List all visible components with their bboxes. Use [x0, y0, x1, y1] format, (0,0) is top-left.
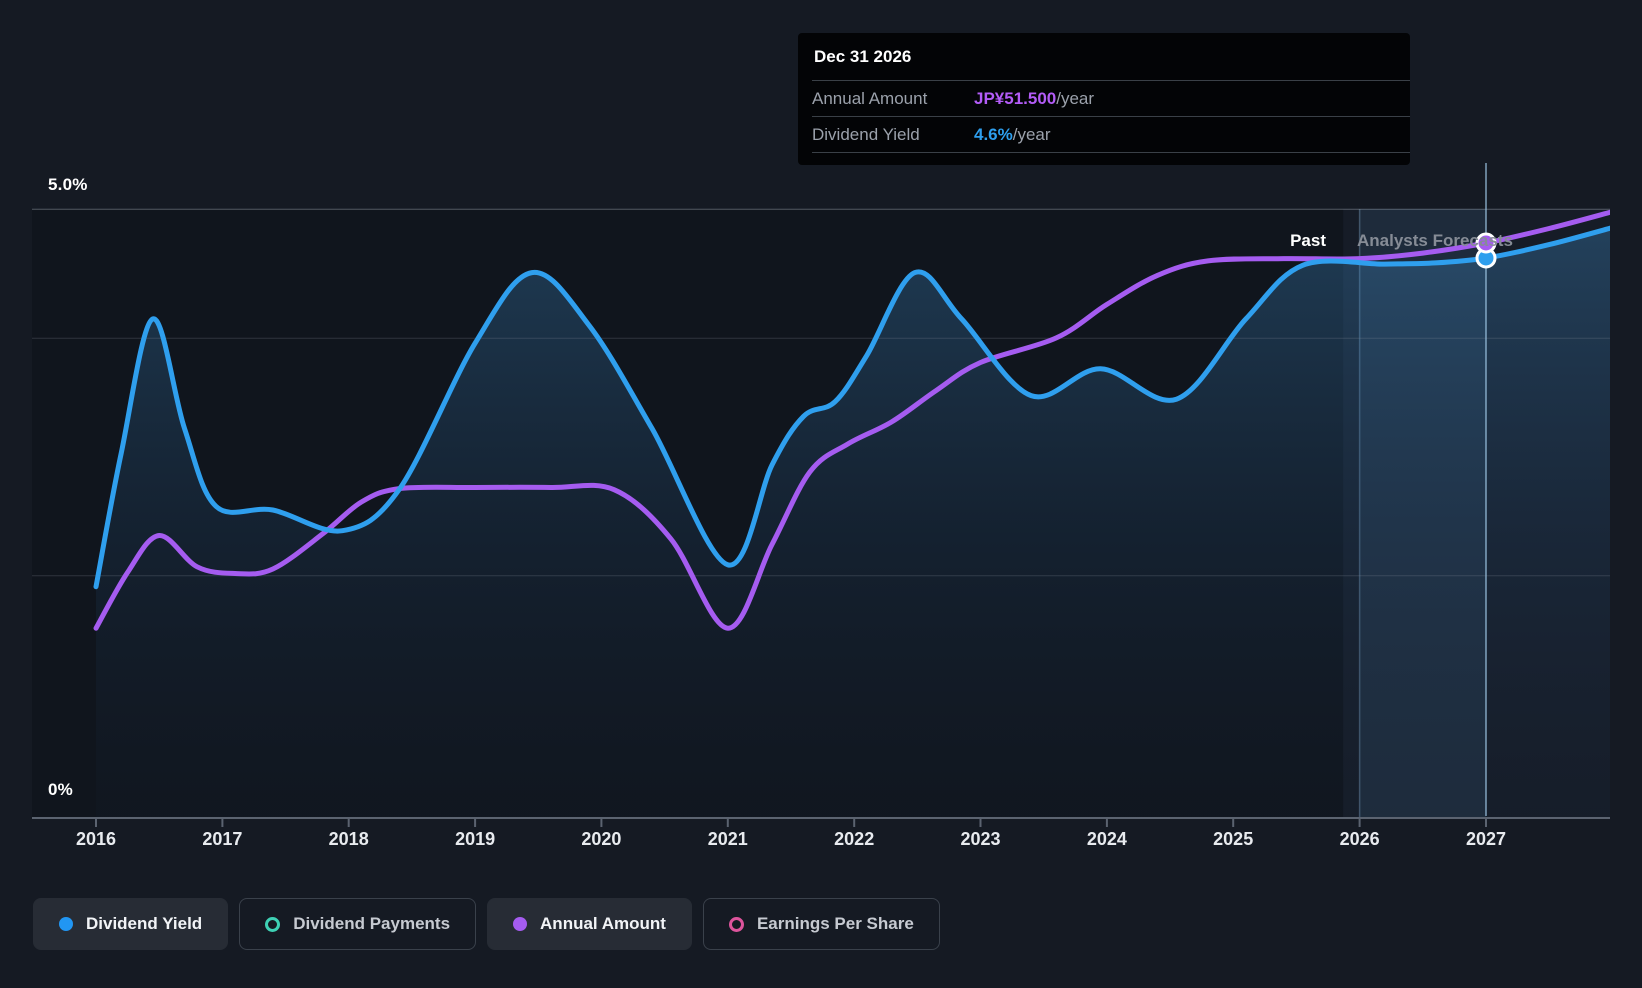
legend-button-dividend-yield[interactable]: Dividend Yield — [33, 898, 229, 950]
chart-tooltip: Dec 31 2026 Annual Amount JP¥51.500 /yea… — [798, 33, 1410, 165]
dividend-yield-dot-icon — [59, 917, 73, 931]
x-axis-label-2018: 2018 — [328, 829, 369, 849]
x-axis-label-2016: 2016 — [75, 829, 117, 849]
dividend-yield-area-fill — [96, 228, 1610, 818]
legend: Dividend Yield Dividend Payments Annual … — [33, 898, 940, 950]
x-axis-label-2027: 2027 — [1465, 829, 1507, 849]
legend-label: Dividend Yield — [86, 914, 203, 933]
x-axis-ticks — [95, 819, 1487, 827]
analysts-forecasts-label: Analysts Forecasts — [1357, 231, 1513, 250]
legend-label: Annual Amount — [540, 914, 666, 933]
tooltip-label: Dividend Yield — [812, 124, 920, 144]
legend-button-earnings-per-share[interactable]: Earnings Per Share — [702, 898, 940, 950]
legend-button-dividend-payments[interactable]: Dividend Payments — [239, 898, 477, 950]
legend-label: Earnings Per Share — [756, 914, 914, 933]
tooltip-suffix: /year — [1056, 88, 1095, 108]
x-axis-label-2022: 2022 — [834, 829, 875, 849]
x-axis-labels: 2016 2017 2018 2019 2020 2021 2022 2023 2024 2025… — [0, 829, 1642, 853]
y-axis-label-max: 5.0% — [48, 175, 88, 194]
tooltip-date: Dec 31 2026 — [814, 47, 912, 66]
x-axis-label-2020: 2020 — [581, 829, 622, 849]
legend-label: Dividend Payments — [293, 914, 451, 933]
y-axis-label-zero: 0% — [48, 780, 73, 799]
dividend-payments-ring-icon — [265, 916, 281, 932]
tooltip-suffix: /year — [1012, 124, 1051, 144]
x-axis-label-2026: 2026 — [1339, 829, 1380, 849]
x-axis-label-2019: 2019 — [455, 829, 496, 849]
past-section-label: Past — [1290, 231, 1326, 250]
tooltip-value: 4.6% — [974, 124, 1013, 144]
earnings-per-share-ring-icon — [728, 916, 744, 932]
annual-amount-dot-icon — [513, 917, 528, 931]
x-axis-label-2021: 2021 — [707, 829, 748, 849]
annual-amount-line — [93, 209, 1610, 631]
x-axis-label-2017: 2017 — [202, 829, 243, 849]
tooltip-row-dividend-yield: Dividend Yield 4.6% /year — [812, 116, 1410, 152]
tooltip-label: Annual Amount — [812, 88, 928, 108]
x-axis-label-2023: 2023 — [960, 829, 1001, 849]
annual-amount-marker[interactable] — [1475, 232, 1497, 254]
dividend-yield-line — [93, 225, 1610, 590]
legend-button-annual-amount[interactable]: Annual Amount — [487, 898, 692, 950]
x-axis-label-2024: 2024 — [1086, 829, 1127, 849]
gridlines — [32, 208, 1610, 577]
x-axis-label-2025: 2025 — [1213, 829, 1254, 849]
tooltip-row-annual-amount: Annual Amount JP¥51.500 /year — [812, 80, 1410, 116]
tooltip-value: JP¥51.500 — [974, 88, 1057, 108]
